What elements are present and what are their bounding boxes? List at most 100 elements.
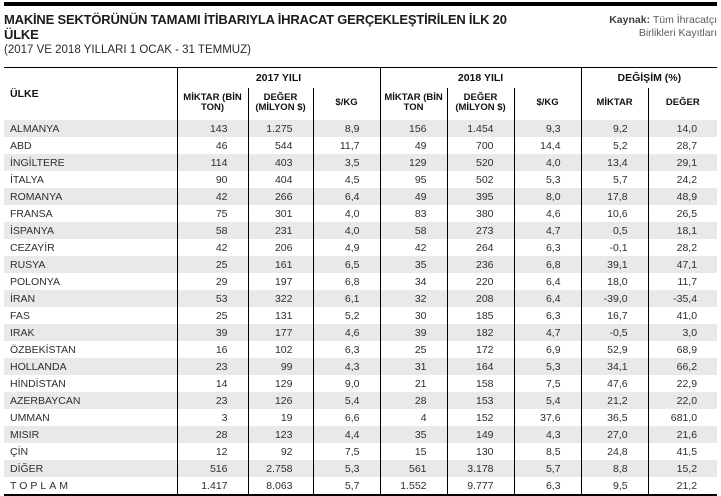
- value-cell: 41,0: [647, 307, 718, 324]
- value-cell: 153: [446, 392, 515, 409]
- country-cell: POLONYA: [10, 275, 60, 288]
- value-cell: 53: [176, 290, 248, 307]
- value-cell: 9,3: [513, 120, 582, 137]
- value-cell: 4,0: [312, 205, 381, 222]
- value-cell: 5,3: [513, 358, 582, 375]
- country-cell: FRANSA: [10, 207, 53, 220]
- table-row: AZERBAYCAN 23 126 5,4 28 153 5,4 21,2 22,0: [4, 392, 718, 409]
- value-cell: 75: [176, 205, 248, 222]
- value-cell: 8,9: [312, 120, 381, 137]
- top-rule: [4, 2, 717, 6]
- value-cell: 520: [446, 154, 515, 171]
- subheader-2017-dolar-kg: $/KG: [312, 88, 381, 120]
- value-cell: 301: [247, 205, 313, 222]
- value-cell: 177: [247, 324, 313, 341]
- table-row: CEZAYİR 42 206 4,9 42 264 6,3 -0,1 28,2: [4, 239, 718, 256]
- value-cell: 46: [176, 137, 248, 154]
- value-cell: 25: [379, 341, 448, 358]
- source-label: Kaynak:: [609, 14, 651, 26]
- value-cell: 48,9: [647, 188, 718, 205]
- value-cell: 220: [446, 273, 515, 290]
- country-cell: ROMANYA: [4, 188, 177, 205]
- country-cell: ÖZBEKİSTAN: [10, 343, 76, 356]
- value-cell: 8,0: [513, 188, 582, 205]
- value-cell: 208: [446, 290, 515, 307]
- value-cell: 6,3: [513, 239, 582, 256]
- country-cell: İNGİLTERE: [4, 154, 177, 171]
- total-row: TOPLAM 1.417 8.063 5,7 1.552 9.777 6,3 9,5 21,2: [4, 477, 718, 495]
- value-cell: 266: [247, 188, 313, 205]
- value-cell: 1.417: [176, 477, 248, 495]
- table-row: İNGİLTERE 114 403 3,5 129 520 4,0 13,4 29,1: [4, 154, 718, 171]
- value-cell: 42: [176, 188, 248, 205]
- value-cell: 3,5: [312, 154, 381, 171]
- value-cell: 24,8: [580, 443, 649, 460]
- value-cell: 149: [446, 426, 515, 443]
- country-cell: ALMANYA: [4, 120, 177, 137]
- country-cell: UMMAN: [10, 411, 50, 424]
- country-cell: DİĞER: [4, 460, 177, 477]
- subheader-2017-miktar: MİKTAR (BİN TON): [176, 88, 248, 120]
- value-cell: 123: [247, 426, 313, 443]
- value-cell: 8.063: [247, 477, 313, 495]
- value-cell: 10,6: [580, 205, 649, 222]
- value-cell: 130: [446, 443, 515, 460]
- value-cell: 404: [247, 171, 313, 188]
- table-row: İTALYA 90 404 4,5 95 502 5,3 5,7 24,2: [4, 171, 718, 188]
- country-cell: HOLLANDA: [4, 358, 177, 375]
- value-cell: 143: [176, 120, 248, 137]
- value-cell: 8,5: [513, 443, 582, 460]
- value-cell: 35: [379, 256, 448, 273]
- value-cell: 31: [379, 358, 448, 375]
- value-cell: 5,4: [513, 392, 582, 409]
- value-cell: -0,1: [580, 239, 649, 256]
- value-cell: 502: [446, 171, 515, 188]
- value-cell: 264: [446, 239, 515, 256]
- value-cell: 4,4: [312, 426, 381, 443]
- value-cell: 21,2: [647, 477, 718, 495]
- country-cell: ÇİN: [10, 445, 29, 458]
- value-cell: 21,6: [647, 426, 718, 443]
- table-row: FRANSA 75 301 4,0 83 380 4,6 10,6 26,5: [4, 205, 718, 222]
- value-cell: 42: [176, 239, 248, 256]
- sub-header-row: MİKTAR (BİN TON) DEĞER (MİLYON $) $/KG M…: [4, 88, 718, 120]
- value-cell: 102: [247, 341, 313, 358]
- value-cell: 41,5: [647, 443, 718, 460]
- value-cell: 114: [176, 154, 248, 171]
- value-cell: 9,5: [580, 477, 649, 495]
- subheader-2017-deger: DEĞER (MİLYON $): [247, 88, 313, 120]
- subheader-change-miktar: MİKTAR: [580, 88, 649, 120]
- value-cell: 6,3: [513, 307, 582, 324]
- value-cell: 1.275: [247, 120, 313, 137]
- value-cell: 25: [176, 307, 248, 324]
- value-cell: 90: [176, 171, 248, 188]
- value-cell: 182: [446, 324, 515, 341]
- value-cell: 47,6: [580, 375, 649, 392]
- country-cell: ABD: [10, 139, 32, 152]
- value-cell: 28: [379, 392, 448, 409]
- table-row: IRAK 39 177 4,6 39 182 4,7 -0,5 3,0: [4, 324, 718, 341]
- value-cell: 129: [247, 375, 313, 392]
- value-cell: -0,5: [580, 324, 649, 341]
- value-cell: 47,1: [647, 256, 718, 273]
- table-row: ÖZBEKİSTAN 16 102 6,3 25 172 6,9 52,9 68,9: [4, 341, 718, 358]
- value-cell: 126: [247, 392, 313, 409]
- page-title: MAKİNE SEKTÖRÜNÜN TAMAMI İTİBARIYLA İHRA…: [4, 12, 507, 42]
- value-cell: 16,7: [580, 307, 649, 324]
- value-cell: 403: [247, 154, 313, 171]
- value-cell: 17,8: [580, 188, 649, 205]
- country-cell: İRAN: [4, 290, 177, 307]
- value-cell: 5,7: [513, 460, 582, 477]
- value-cell: 29: [176, 273, 248, 290]
- value-cell: 185: [446, 307, 515, 324]
- value-cell: 5,2: [312, 307, 381, 324]
- source-note: Kaynak: Tüm İhracatçı Birlikleri Kayıtla…: [609, 12, 717, 40]
- value-cell: 4,0: [312, 222, 381, 239]
- value-cell: 131: [247, 307, 313, 324]
- value-cell: 13,4: [580, 154, 649, 171]
- value-cell: 2.758: [247, 460, 313, 477]
- table-row: ABD 46 544 11,7 49 700 14,4 5,2 28,7: [4, 137, 718, 154]
- value-cell: 32: [379, 290, 448, 307]
- value-cell: 15,2: [647, 460, 718, 477]
- country-cell: HİNDİSTAN: [10, 377, 66, 390]
